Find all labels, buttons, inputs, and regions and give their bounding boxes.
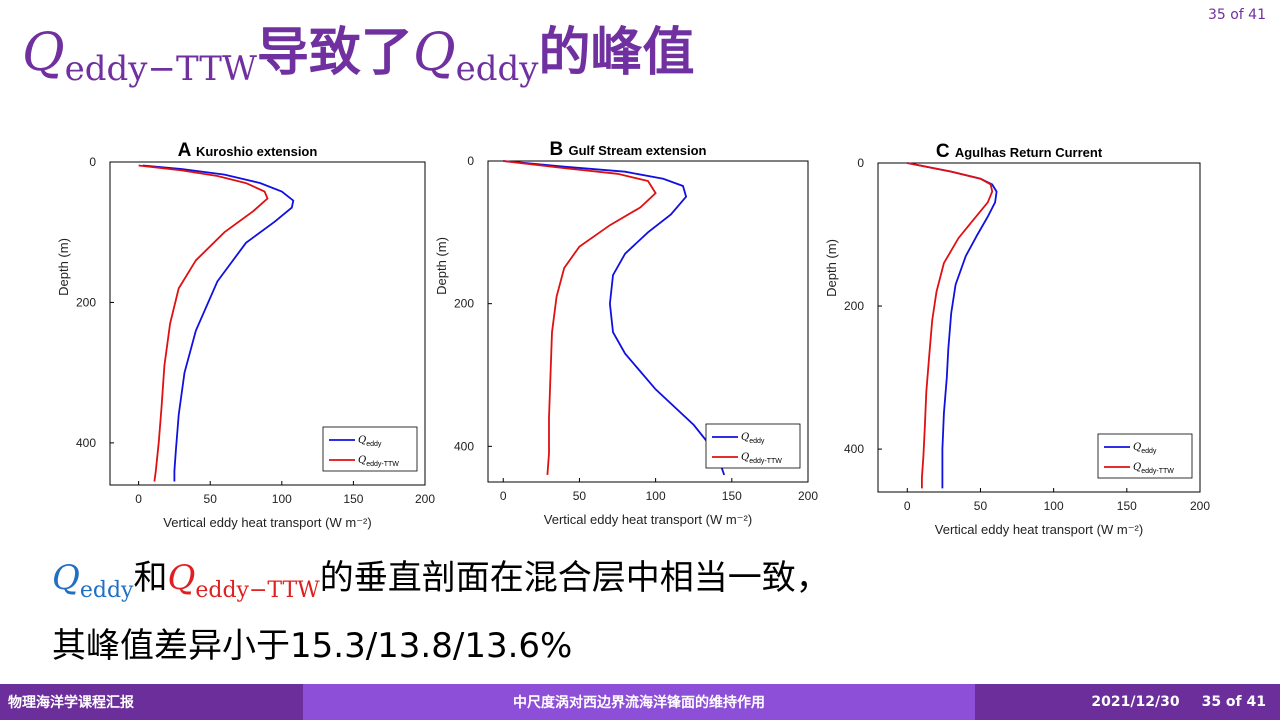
chart-panels: 0 50 100 150 200 0 200 400 A Kuroshio extension V… [56, 139, 1210, 537]
title-q-symbol: Q [22, 23, 65, 83]
x-tick-label: 50 [573, 489, 587, 503]
chart-title-text: Agulhas Return Current [955, 145, 1103, 160]
y-axis-label: Depth (m) [824, 239, 839, 297]
footer-report-title: 中尺度涡对西边界流海洋锋面的维持作用 [303, 684, 975, 720]
x-tick-label: 200 [1190, 499, 1210, 513]
series-line-q-eddy [503, 160, 726, 476]
slide-title: Q eddy−TTW 导致了 Q eddy 的峰值 [22, 10, 694, 96]
legend-q-symbol: Q [358, 455, 366, 466]
x-tick-label: 50 [974, 499, 988, 513]
x-tick-label: 100 [272, 492, 292, 506]
y-axis-label: Depth (m) [56, 238, 71, 296]
legend-subscript: eddy [366, 441, 382, 448]
legend-subscript: eddy-TTW [366, 461, 399, 468]
x-tick-label: 100 [1044, 499, 1064, 513]
y-tick-label: 200 [76, 295, 96, 309]
x-tick-label: 50 [204, 492, 218, 506]
legend-subscript: eddy [749, 438, 765, 445]
footer-course-name: 物理海洋学课程汇报 [0, 684, 303, 720]
y-tick-label: 200 [844, 299, 864, 313]
plot-frame [109, 161, 426, 486]
legend-subscript: eddy-TTW [1141, 468, 1174, 475]
series-line-q-eddy [907, 162, 998, 489]
footer-date: 2021/12/30 [1091, 694, 1180, 710]
legend-label-q-eddy-ttw: Qeddy-TTW [741, 452, 782, 465]
series-line-q-eddy-ttw [503, 160, 657, 475]
y-tick-label: 0 [467, 154, 474, 168]
chart-title: A Kuroshio extension [178, 140, 318, 161]
legend-q-symbol: Q [741, 432, 749, 443]
x-tick-label: 150 [722, 489, 742, 503]
panel-letter: B [550, 139, 569, 160]
plot-frame [487, 160, 809, 483]
body-q-ttw-subscript: eddy−TTW [195, 578, 320, 603]
legend-box [1097, 433, 1193, 479]
x-tick-label: 150 [1117, 499, 1137, 513]
y-tick-label: 400 [76, 436, 96, 450]
x-tick-label: 100 [646, 489, 666, 503]
x-axis-label: Vertical eddy heat transport (W m⁻²) [935, 522, 1143, 537]
title-text-end: 的峰值 [538, 23, 695, 83]
chart-title-text: Gulf Stream extension [569, 143, 707, 158]
legend-label-q-eddy: Qeddy [358, 435, 382, 448]
panel-letter: C [936, 141, 955, 162]
x-axis-label: Vertical eddy heat transport (W m⁻²) [544, 512, 752, 527]
legend-label-q-eddy-ttw: Qeddy-TTW [1133, 462, 1174, 475]
footer-bar: 物理海洋学课程汇报 中尺度涡对西边界流海洋锋面的维持作用 2021/12/30 … [0, 684, 1280, 720]
legend-q-symbol: Q [358, 435, 366, 446]
body-line-1-rest: 的垂直剖面在混合层中相当一致， [319, 558, 830, 598]
chart-title-text: Kuroshio extension [196, 144, 317, 159]
title-q2-subscript: eddy [455, 49, 539, 89]
y-tick-label: 0 [857, 156, 864, 170]
footer-page-number: 35 of 41 [1201, 694, 1266, 710]
y-axis-label: Depth (m) [434, 237, 449, 295]
body-line-1: Qeddy和Qeddy−TTW的垂直剖面在混合层中相当一致， [52, 550, 830, 603]
legend-subscript: eddy-TTW [749, 458, 782, 465]
y-tick-label: 400 [454, 439, 474, 453]
y-tick-label: 400 [844, 442, 864, 456]
legend-box [705, 423, 801, 469]
legend-q-symbol: Q [1133, 462, 1141, 473]
x-axis-label: Vertical eddy heat transport (W m⁻²) [163, 515, 371, 530]
title-text-mid: 导致了 [256, 23, 413, 83]
body-q-ttw-symbol: Q [167, 558, 196, 598]
body-and-text: 和 [133, 558, 168, 598]
legend-q-symbol: Q [741, 452, 749, 463]
series-line-q-eddy-ttw [138, 164, 269, 482]
y-tick-label: 0 [89, 155, 96, 169]
x-tick-label: 200 [798, 489, 818, 503]
legend-label-q-eddy: Qeddy [741, 432, 765, 445]
body-q-eddy-symbol: Q [52, 558, 80, 598]
y-tick-label: 200 [454, 297, 474, 311]
page-number-top: 35 of 41 [1207, 7, 1266, 23]
chart-title: B Gulf Stream extension [550, 139, 707, 160]
plot-frame [877, 162, 1201, 493]
legend-subscript: eddy [1141, 448, 1157, 455]
body-line-2: 其峰值差异小于15.3/13.8/13.6% [52, 626, 573, 666]
body-q-eddy-subscript: eddy [79, 578, 134, 603]
x-tick-label: 150 [343, 492, 363, 506]
legend-label-q-eddy-ttw: Qeddy-TTW [358, 455, 399, 468]
title-q2-symbol: Q [412, 23, 456, 83]
title-q-subscript: eddy−TTW [64, 49, 257, 89]
chart-title: C Agulhas Return Current [936, 141, 1103, 162]
legend-box [322, 426, 418, 472]
x-tick-label: 200 [415, 492, 435, 506]
series-line-q-eddy [142, 164, 295, 482]
legend-label-q-eddy: Qeddy [1133, 442, 1157, 455]
x-tick-label: 0 [500, 489, 507, 503]
series-line-q-eddy-ttw [907, 162, 994, 489]
x-tick-label: 0 [904, 499, 911, 513]
footer-right: 2021/12/30 35 of 41 [975, 684, 1280, 720]
legend-q-symbol: Q [1133, 442, 1141, 453]
panel-letter: A [178, 140, 196, 161]
x-tick-label: 0 [135, 492, 142, 506]
